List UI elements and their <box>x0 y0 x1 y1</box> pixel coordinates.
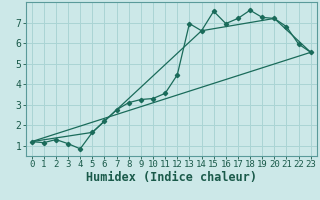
X-axis label: Humidex (Indice chaleur): Humidex (Indice chaleur) <box>86 171 257 184</box>
